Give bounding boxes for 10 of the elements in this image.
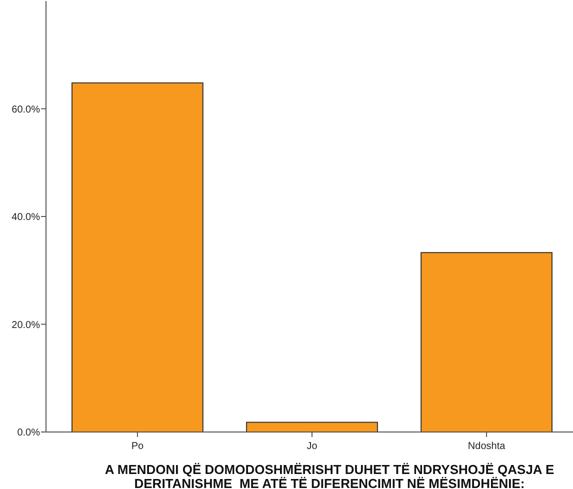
x-tick-label: Po (131, 441, 144, 452)
y-tick-label: 40.0% (12, 212, 40, 223)
bar (420, 252, 552, 432)
y-tick-label: 0.0% (17, 428, 40, 438)
x-tick-label: Jo (306, 441, 318, 452)
x-tick-label: Ndoshta (468, 441, 506, 452)
y-tick-label: 60.0% (12, 104, 40, 116)
bar (72, 82, 204, 432)
y-tick-label: 20.0% (12, 320, 40, 331)
x-axis-title: A MENDONI QË DOMODOSHMËRISHT DUHET TË NDRYSHOJË QASJA E DERITANISHME ME ATË TË DIFERENCIMIT NË MËSIMDHËNIE: (104, 462, 554, 489)
